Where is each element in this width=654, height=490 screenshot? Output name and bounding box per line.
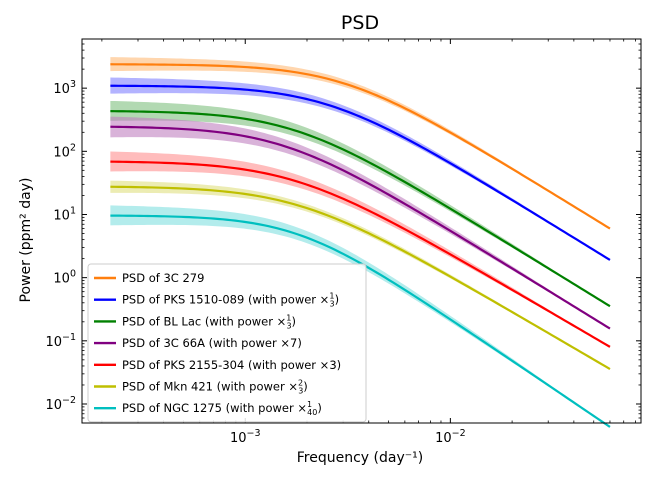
series-lines xyxy=(110,63,611,428)
x-axis-label: Frequency (day⁻¹) xyxy=(297,450,423,466)
series-line-6 xyxy=(110,214,611,428)
confidence-band-4 xyxy=(110,151,610,347)
confidence-band-0 xyxy=(110,57,610,229)
axes: 10−3 10−2 10−2 10−1 100 101 102 103 xyxy=(45,38,642,446)
series-line-3 xyxy=(110,125,611,330)
series-line-2 xyxy=(110,110,611,308)
series-line-5 xyxy=(110,185,611,370)
legend: PSD of 3C 279 PSD of PKS 1510-089 (with p… xyxy=(87,263,367,423)
y-tick-label: 102 xyxy=(53,142,76,160)
legend-box xyxy=(87,263,367,423)
confidence-bands xyxy=(110,57,610,427)
x-tick-label: 10−3 xyxy=(230,428,261,446)
legend-entry-2: PSD of BL Lac (with power ×1 3) xyxy=(122,313,296,330)
series-line-1 xyxy=(110,84,611,261)
legend-entry-4: PSD of PKS 2155-304 (with power ×3) xyxy=(122,358,341,372)
confidence-band-1 xyxy=(110,77,610,260)
plot-frame xyxy=(81,38,642,424)
legend-entry-6: PSD of NGC 1275 (with power ×1 40) xyxy=(122,400,322,417)
y-tick-label: 10−2 xyxy=(45,395,76,413)
series-line-0 xyxy=(110,63,611,230)
y-tick-label: 101 xyxy=(53,205,76,223)
y-axis-label: Power (ppm² day) xyxy=(18,178,34,303)
legend-entry-5: PSD of Mkn 421 (with power ×2 3) xyxy=(122,379,308,396)
legend-entry-1: PSD of PKS 1510-089 (with power ×1 3) xyxy=(122,292,339,309)
y-tick-label: 103 xyxy=(53,79,76,97)
y-tick-label: 100 xyxy=(53,269,76,287)
series-line-4 xyxy=(110,160,611,348)
legend-entry-3: PSD of 3C 66A (with power ×7) xyxy=(122,336,302,350)
chart-title: PSD xyxy=(341,12,379,34)
legend-entry-0: PSD of 3C 279 xyxy=(122,271,204,285)
y-tick-label: 10−1 xyxy=(45,332,76,350)
x-tick-label: 10−2 xyxy=(435,428,466,446)
